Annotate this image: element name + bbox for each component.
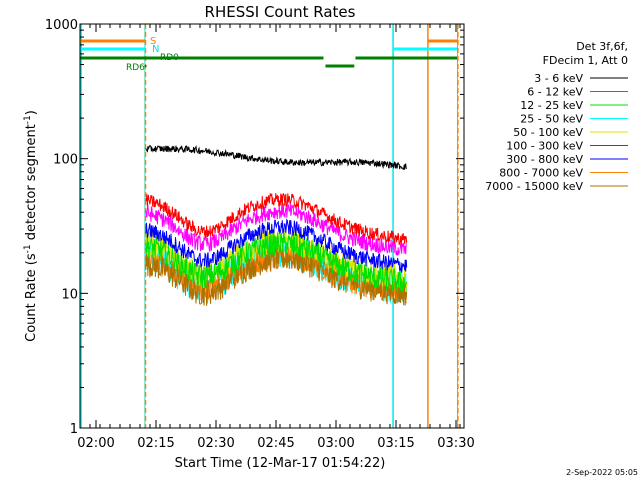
- y-axis-label-sup1: -1: [23, 244, 33, 253]
- series-line-8: [145, 242, 408, 306]
- legend-label: 6 - 12 keV: [527, 86, 583, 99]
- axis-ticks: 02:00 02:15 02:30 02:45 03:00 03:15 03:30 1 10 10…: [45, 18, 475, 451]
- legend-label: 300 - 800 keV: [506, 153, 583, 166]
- y-tick-label: 1000: [45, 18, 78, 33]
- generation-date: 2-Sep-2022 05:05: [566, 468, 638, 477]
- x-tick-label: 03:30: [437, 436, 474, 451]
- x-tick-label: 03:15: [377, 436, 414, 451]
- y-tick-label: 1: [70, 422, 78, 437]
- flag-label-rd6: RD6: [126, 63, 145, 73]
- plot-data-layer: [80, 24, 459, 428]
- legend-label: 12 - 25 keV: [520, 99, 583, 112]
- flag-label-rd0: RD0: [160, 53, 179, 63]
- series-line-5: [145, 192, 408, 246]
- y-axis-label: Count Rate (s-1 detector segment-1): [23, 110, 39, 342]
- x-axis-label: Start Time (12-Mar-17 01:54:22): [175, 456, 386, 471]
- series-line-0: [145, 144, 408, 170]
- plot-frame: [79, 23, 465, 429]
- y-tick-label: 10: [61, 287, 78, 302]
- series-line-2: [145, 230, 408, 293]
- legend-label: 800 - 7000 keV: [499, 167, 583, 180]
- flag-label-n: N: [152, 44, 159, 55]
- legend-label: 50 - 100 keV: [513, 126, 583, 139]
- series-line-1: [145, 203, 408, 257]
- legend-label: 100 - 300 keV: [506, 140, 583, 153]
- x-tick-label: 02:45: [257, 436, 294, 451]
- y-axis-label-main: Count Rate (s: [24, 253, 39, 342]
- y-axis-label-mid: detector segment: [24, 124, 39, 244]
- legend-header-1: Det 3f,6f,: [576, 40, 628, 53]
- rd6-flag-dot: [144, 65, 147, 67]
- y-axis-label-sup2: -1: [23, 115, 33, 124]
- chart-title: RHESSI Count Rates: [205, 3, 356, 21]
- legend-label: 25 - 50 keV: [520, 113, 583, 126]
- y-tick-label: 100: [53, 153, 78, 168]
- legend-label: 7000 - 15000 keV: [485, 180, 583, 193]
- flag-label-s: S: [150, 36, 156, 47]
- x-tick-label: 02:00: [77, 436, 114, 451]
- x-tick-label: 02:30: [197, 436, 234, 451]
- x-tick-label: 02:15: [137, 436, 174, 451]
- legend-label: 3 - 6 keV: [534, 72, 583, 85]
- legend-header-2: FDecim 1, Att 0: [543, 54, 628, 67]
- y-axis-label-end: ): [24, 110, 39, 115]
- series-line-6: [145, 218, 408, 273]
- x-tick-label: 03:00: [317, 436, 354, 451]
